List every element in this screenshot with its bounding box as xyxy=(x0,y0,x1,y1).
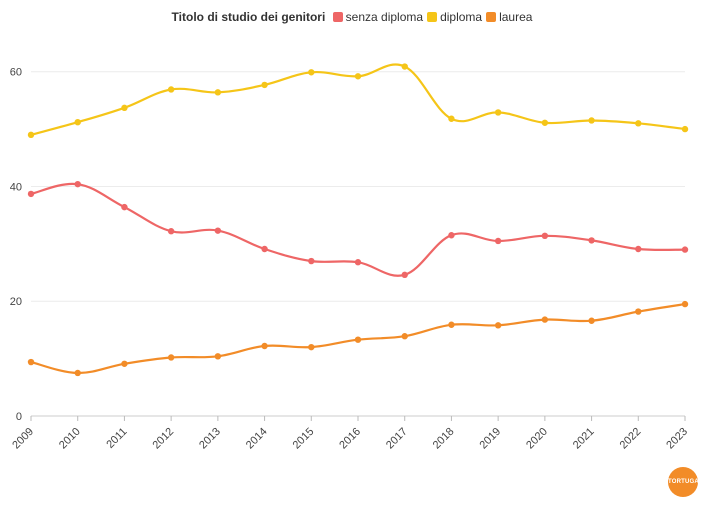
x-tick-label-2019: 2019 xyxy=(477,426,503,452)
point-laurea-2015 xyxy=(308,343,315,351)
x-tick-label-2014: 2014 xyxy=(244,426,270,452)
x-tick-label-2012: 2012 xyxy=(150,426,176,452)
legend-item-senza-diploma[interactable]: senza diploma xyxy=(332,10,424,24)
x-tick-label-2011: 2011 xyxy=(104,426,129,451)
point-diploma-2009 xyxy=(27,131,35,139)
x-tick-label-2010: 2010 xyxy=(57,426,83,452)
x-tick-label-2021: 2021 xyxy=(571,426,597,452)
point-diploma-2018 xyxy=(448,115,455,122)
point-diploma-2011 xyxy=(121,104,128,112)
point-senza-diploma-2015 xyxy=(308,257,315,265)
point-laurea-2012 xyxy=(167,354,175,361)
x-tick-label-2017: 2017 xyxy=(384,426,410,452)
x-axis: 2009 2010 2011 2012 2013 2014 2015 2016 2017 2018… xyxy=(10,416,690,451)
y-axis: 0 20 40 60 xyxy=(10,67,22,423)
x-tick-label-2016: 2016 xyxy=(337,426,363,452)
point-senza-diploma-2022 xyxy=(635,245,642,253)
y-tick-label-20: 20 xyxy=(10,296,22,308)
point-senza-diploma-2020 xyxy=(541,232,549,240)
legend-items: senza diploma diploma laurea xyxy=(332,10,537,24)
x-tick-label-2013: 2013 xyxy=(197,426,223,452)
point-senza-diploma-2009 xyxy=(27,190,35,198)
x-tick-label-2020: 2020 xyxy=(524,426,550,452)
point-senza-diploma-2013 xyxy=(214,227,222,234)
legend-item-laurea[interactable]: laurea xyxy=(486,10,532,24)
point-laurea-2013 xyxy=(214,353,222,360)
series-lines xyxy=(29,63,687,375)
legend-item-diploma[interactable]: diploma xyxy=(427,10,482,24)
grid-lines xyxy=(31,71,685,417)
point-laurea-2020 xyxy=(541,316,549,323)
point-diploma-2014 xyxy=(261,81,268,89)
x-tick-label-2022: 2022 xyxy=(618,426,644,452)
point-laurea-2021 xyxy=(588,317,595,324)
point-laurea-2022 xyxy=(635,308,642,315)
legend-swatch-laurea xyxy=(486,12,497,22)
point-diploma-2019 xyxy=(494,109,502,116)
point-laurea-2019 xyxy=(494,322,502,329)
x-tick-label-2023: 2023 xyxy=(664,426,690,452)
point-senza-diploma-2010 xyxy=(74,180,81,188)
series-points xyxy=(27,63,689,377)
legend-label-diploma: diploma xyxy=(440,10,483,24)
legend: Titolo di studio dei genitori senza dipl… xyxy=(0,10,708,24)
x-tick-label-2018: 2018 xyxy=(431,426,457,452)
point-diploma-2013 xyxy=(214,89,222,96)
legend-swatch-diploma xyxy=(427,12,438,22)
point-diploma-2022 xyxy=(635,120,642,127)
legend-swatch-senza-diploma xyxy=(332,12,343,22)
point-diploma-2023 xyxy=(681,125,689,133)
point-laurea-2018 xyxy=(448,321,455,328)
point-laurea-2017 xyxy=(401,333,408,340)
point-diploma-2020 xyxy=(541,119,549,126)
point-senza-diploma-2019 xyxy=(494,237,502,245)
point-laurea-2023 xyxy=(681,300,689,308)
x-tick-label-2009: 2009 xyxy=(10,426,36,452)
point-diploma-2015 xyxy=(308,69,315,76)
point-senza-diploma-2014 xyxy=(261,245,268,253)
point-senza-diploma-2018 xyxy=(448,232,455,239)
point-laurea-2010 xyxy=(74,369,81,377)
legend-label-laurea: laurea xyxy=(499,10,533,24)
point-senza-diploma-2012 xyxy=(167,228,175,235)
y-tick-label-60: 60 xyxy=(10,67,22,79)
point-senza-diploma-2021 xyxy=(588,237,595,244)
point-laurea-2011 xyxy=(121,360,128,367)
x-tick-label-2015: 2015 xyxy=(291,426,317,452)
point-diploma-2012 xyxy=(167,86,175,93)
point-senza-diploma-2017 xyxy=(401,271,408,279)
tortuga-logo: TORTUGA xyxy=(668,467,699,497)
y-tick-label-40: 40 xyxy=(10,181,22,193)
point-diploma-2021 xyxy=(588,117,595,124)
legend-label-senza-diploma: senza diploma xyxy=(345,10,424,24)
logo-text: TORTUGA xyxy=(668,479,699,485)
point-senza-diploma-2023 xyxy=(681,246,689,253)
y-tick-label-0: 0 xyxy=(16,411,22,423)
point-diploma-2016 xyxy=(354,73,362,80)
point-senza-diploma-2011 xyxy=(121,203,128,211)
point-senza-diploma-2016 xyxy=(354,259,362,266)
point-laurea-2014 xyxy=(261,342,268,350)
point-laurea-2016 xyxy=(354,336,362,343)
point-laurea-2009 xyxy=(27,358,35,366)
legend-title: Titolo di studio dei genitori xyxy=(171,10,326,24)
point-diploma-2017 xyxy=(401,63,408,70)
point-diploma-2010 xyxy=(74,118,81,126)
